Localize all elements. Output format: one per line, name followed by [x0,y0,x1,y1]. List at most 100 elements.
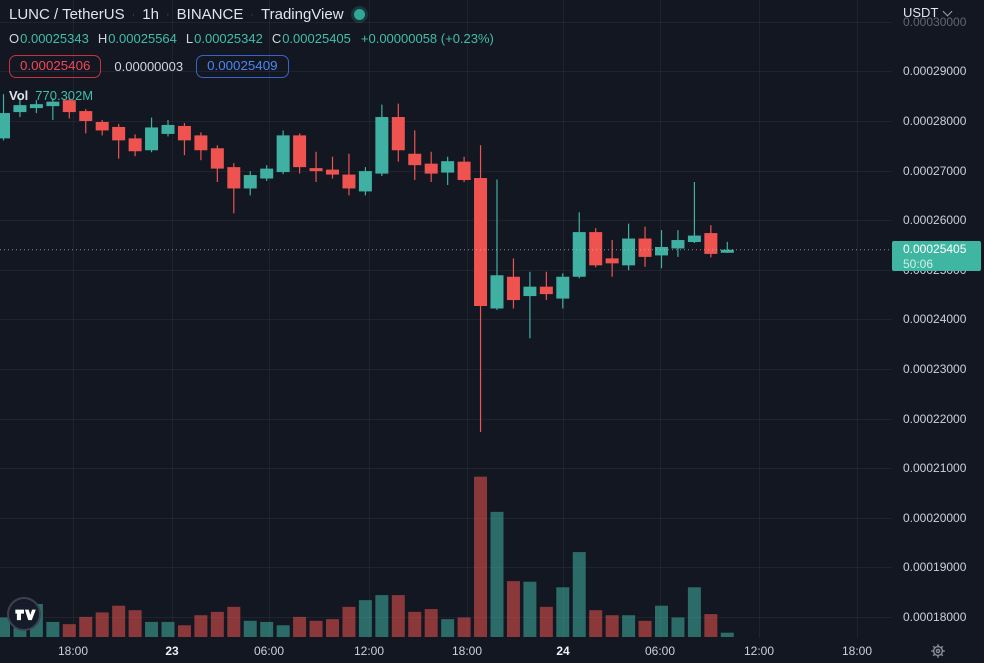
volume-bar [605,615,619,637]
volume-bar [128,610,142,637]
volume-bar [704,614,718,637]
candle-body [161,124,175,134]
volume-label: Vol [9,88,29,103]
candle-body [227,167,241,189]
candle-body [424,163,438,174]
time-tick-label: 18:00 [451,644,483,658]
volume-bar [687,587,701,637]
symbol-title-row[interactable]: LUNC / TetherUS · 1h · BINANCE · Trading… [9,6,494,23]
close-label: C [271,31,282,46]
volume-bar [46,621,60,637]
volume-bar [408,611,422,637]
symbol-name[interactable]: LUNC / TetherUS [9,6,125,23]
volume-bar [474,476,488,637]
price-tick-label: 0.00020000 [903,510,967,525]
candle-body [572,232,586,277]
chevron-down-icon [942,6,953,16]
price-tick-label: 0.00018000 [903,610,967,624]
last-price-tag: 0.00025405 50:06 [892,240,981,271]
candle-body [358,171,372,192]
candle-body [539,286,553,295]
candle-body [687,235,701,243]
time-tick-label: 24 [556,644,570,658]
chart-legend: LUNC / TetherUS · 1h · BINANCE · Trading… [9,6,494,103]
time-tick-label: 06:00 [644,644,676,658]
volume-bar [391,595,405,637]
volume-bar [358,600,372,637]
volume-bar [424,609,438,637]
bar-countdown: 50:06 [903,256,934,271]
time-tick-label: 18:00 [841,644,873,658]
candle-body [441,161,455,173]
ohlc-row: O 0.00025343 H 0.00025564 L 0.00025342 C 0.0… [9,31,494,46]
candle-body [655,246,668,256]
spread-value: 0.00000003 [114,59,184,74]
volume-bar [671,617,685,637]
candle-body [194,135,208,151]
price-tick-label: 0.00027000 [903,163,967,178]
candle-body [128,138,142,152]
separator-dot: · [165,8,170,21]
volume-bar [309,620,323,637]
volume-bar [342,606,356,637]
candle-body [457,161,471,181]
price-tick-label: 0.00029000 [903,64,967,79]
low-value: 0.00025342 [194,31,263,46]
candle-body [177,125,191,141]
sell-price-button[interactable]: 0.00025406 [9,55,102,78]
candle-body [589,232,603,266]
exchange-label: BINANCE [176,6,244,23]
price-tick-label: 0.00019000 [903,560,967,575]
candle-body [145,127,159,151]
volume-layer [0,476,734,637]
high-value: 0.00025564 [108,31,177,46]
volume-bar [523,581,537,637]
candle-body [13,105,27,113]
candle-body [408,153,422,166]
candle-body [95,121,109,131]
provider-label: TradingView [261,6,344,23]
candle-body [342,174,356,189]
volume-bar [638,620,652,637]
candle-body [46,101,60,107]
candle-body [671,240,685,249]
candle-body [326,169,339,175]
chart-settings-gear-icon[interactable] [930,643,946,659]
volume-bar [589,610,603,637]
volume-bar [293,616,307,637]
low-label: L [185,31,194,46]
tradingview-logo[interactable] [7,597,41,631]
time-tick-label: 18:00 [57,644,89,658]
time-axis[interactable]: 18:00 23 06:00 12:00 18:00 24 06:00 12:00 18:00 [0,638,892,663]
candle-body [62,100,76,113]
currency-dropdown[interactable]: USDT [903,5,953,20]
candle-body [638,238,652,257]
price-tick-label: 0.00022000 [903,411,967,426]
volume-bar [0,617,10,637]
candle-body [391,117,405,151]
volume-bar [622,615,636,637]
volume-bar [210,611,224,637]
candle-body [490,275,504,309]
last-price-value: 0.00025405 [903,241,967,256]
volume-bar [441,619,455,637]
open-value: 0.00025343 [20,31,89,46]
axis-corner [892,638,984,663]
candle-layer [0,94,734,432]
volume-bar [227,606,241,637]
candle-body [375,117,389,174]
interval-label[interactable]: 1h [142,6,159,23]
volume-bar [720,632,734,637]
candle-body [112,126,126,141]
trade-buttons-row: 0.00025406 0.00000003 0.00025409 [9,55,494,78]
volume-legend-row: Vol 770.302M [9,88,494,103]
price-tick-label: 0.00028000 [903,114,967,128]
candle-body [29,104,43,109]
market-status-dot-icon[interactable] [353,9,365,20]
candle-body [605,258,619,264]
volume-bar [194,615,208,637]
buy-price-button[interactable]: 0.00025409 [196,55,289,78]
price-tick-label: 0.00023000 [903,362,967,376]
price-axis[interactable]: USDT 0.00030000 0.00029000 0.00028000 0.000… [892,0,984,638]
volume-bar [260,621,274,637]
